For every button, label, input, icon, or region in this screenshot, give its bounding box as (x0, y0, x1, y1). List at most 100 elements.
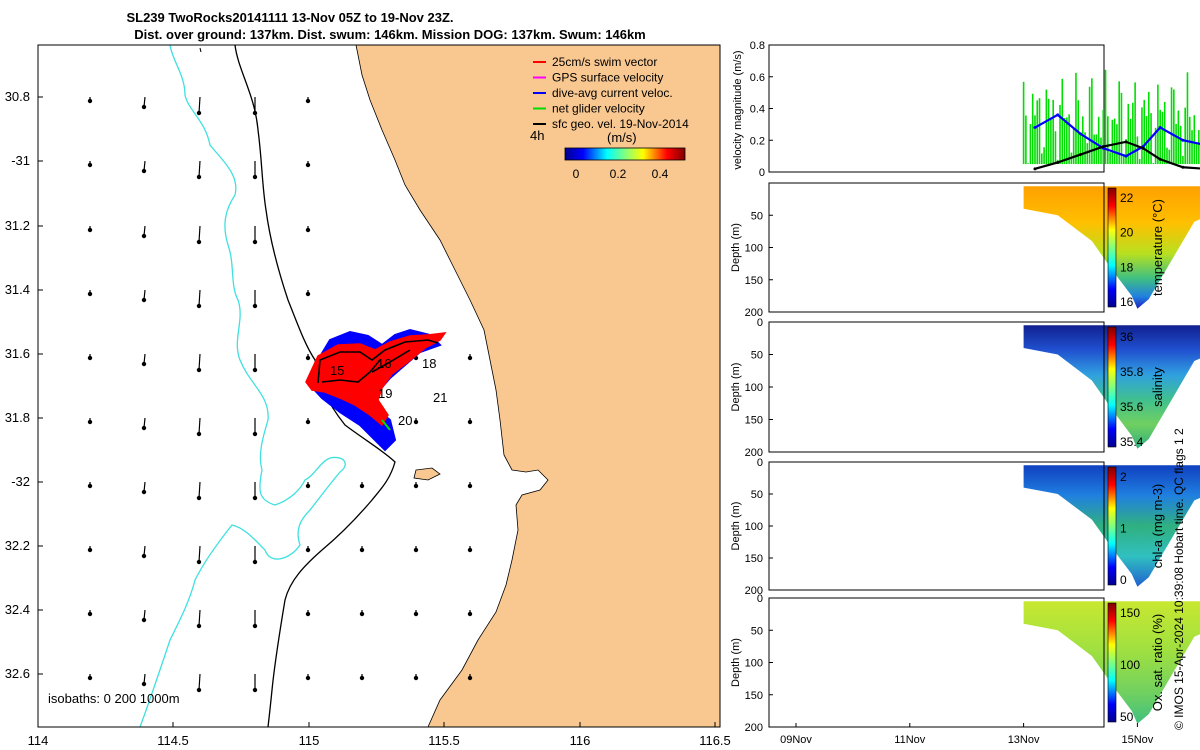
velocity-series-line (1034, 140, 1200, 170)
depth-tick-label: 200 (745, 585, 763, 597)
colorbar-tick-label: 2 (1120, 470, 1127, 484)
vector-arrowhead (467, 547, 473, 553)
credit-line: © IMOS 15-Apr-2024 10:39:08 Hobart time.… (1172, 428, 1186, 730)
velocity-panel: 0 0.2 0.4 0.6 0.8 velocity magnitude (m/s) (732, 40, 1200, 179)
vector-arrowhead (196, 110, 202, 116)
lon-tick-label: 114 (28, 733, 49, 748)
vector-arrowhead (87, 227, 93, 233)
vector-arrowhead (305, 419, 311, 425)
map-legend: 25cm/s swim vector GPS surface velocitydi… (533, 55, 689, 131)
map-y-axis: 30.8 -31 31.2 31.4 31.6 31.8 -32 32.2 32.4 32.6 (5, 89, 43, 681)
vector-arrowhead (305, 98, 311, 104)
section-panel: 0 50 100 150 200 Depth (m) 35.4 35.6 35.8 36 salin… (730, 317, 1200, 459)
section-colorbar (1107, 466, 1117, 586)
vector-arrowhead (467, 611, 473, 617)
colorbar-tick-label: 20 (1120, 226, 1134, 240)
velocity-y-tick-label: 0 (759, 167, 765, 179)
vector-arrowhead (252, 495, 258, 501)
vector-arrowhead (305, 227, 311, 233)
colorbar-tick-label: 0 (1120, 573, 1127, 587)
lat-tick-label: 32.2 (5, 538, 30, 553)
velocity-y-tick-label: 0.8 (750, 40, 765, 52)
vector-arrowhead (252, 303, 258, 309)
velocity-point (1079, 153, 1082, 157)
vector-arrowhead (305, 355, 311, 361)
velocity-y-tick-label: 0.4 (750, 104, 765, 116)
vector-arrowhead (252, 687, 258, 693)
legend-label: sfc geo. vel. 19-Nov-2014 (552, 117, 689, 131)
vector-arrowhead (196, 495, 202, 501)
time-tick-label: 15Nov (1122, 734, 1154, 746)
depth-tick-label: 100 (745, 658, 763, 670)
velocity-point (1158, 126, 1162, 130)
vector-arrowhead (252, 559, 258, 565)
colorbar-tick-label: 22 (1120, 191, 1134, 205)
velocity-y-label: velocity magnitude (m/s) (732, 50, 744, 169)
vector-arrowhead (413, 483, 419, 489)
lat-tick-label: 32.4 (5, 602, 30, 617)
vector-arrowhead (467, 355, 473, 361)
legend-label: 25cm/s swim vector (552, 55, 657, 69)
lon-tick-label: 116 (570, 733, 591, 748)
colorbar-tick-label: 100 (1120, 658, 1140, 672)
day-label: 15 (330, 363, 344, 378)
vector-arrowhead (87, 611, 93, 617)
depth-tick-label: 100 (745, 243, 763, 255)
section-panel: 0 50 100 150 200 Depth (m) 0 1 2 chl-a (mg m-3) (730, 457, 1200, 597)
day-label: 16 (377, 356, 391, 371)
depth-axis-label: Depth (m) (730, 502, 742, 551)
vector-arrowhead (305, 611, 311, 617)
vector-arrowhead (467, 419, 473, 425)
time-tick-label: 11Nov (894, 734, 925, 746)
isobath-200m (234, 44, 396, 728)
lat-tick-label: 31.6 (5, 346, 30, 361)
vector-arrow (198, 481, 201, 499)
vector-arrowhead (87, 162, 93, 168)
vector-arrowhead (87, 483, 93, 489)
vector-arrowhead (141, 553, 147, 559)
velocity-series (1033, 113, 1200, 171)
isobath-1000m (139, 44, 346, 728)
vector-arrowhead (196, 431, 202, 437)
colorbar-label: salinity (1150, 367, 1165, 407)
velocity-point (1141, 146, 1145, 150)
depth-tick-label: 150 (745, 275, 763, 287)
section-colorbar (1107, 326, 1117, 448)
vector-arrowhead (141, 489, 147, 495)
vector-arrowhead (141, 681, 147, 687)
vector-arrowhead (141, 425, 147, 431)
track-day-labels: 15 16 18 19 21 20 (330, 356, 447, 428)
depth-axis-label: Depth (m) (730, 638, 742, 687)
colorbar-tick-label: 50 (1120, 710, 1134, 724)
velocity-point (1181, 138, 1185, 142)
velocity-point (1158, 157, 1162, 161)
vector-arrowhead (87, 547, 93, 553)
vector-arrowhead (359, 483, 365, 489)
day-label: 21 (433, 390, 447, 405)
section-panel: 0 50 100 150 200 Depth (m) 50 100 150 Ox. sat. ra… (730, 593, 1200, 734)
day-label: 19 (378, 386, 392, 401)
vector-arrowhead (252, 110, 258, 116)
chart-title-line1: SL239 TwoRocks20141111 13-Nov 05Z to 19-… (126, 10, 454, 25)
vector-arrowhead (359, 547, 365, 553)
vector-arrowhead (305, 483, 311, 489)
land-mass (355, 44, 721, 728)
depth-axis-label: Depth (m) (730, 223, 742, 272)
vector-arrowhead (252, 367, 258, 373)
depth-tick-label: 50 (751, 350, 763, 362)
vector-arrow (198, 545, 201, 563)
vector-arrowhead (305, 291, 311, 297)
legend-label: dive-avg current veloc. (552, 86, 673, 100)
depth-tick-label: 150 (745, 690, 763, 702)
vector-arrowhead (413, 547, 419, 553)
vector-arrow (198, 417, 201, 435)
depth-tick-label: 150 (745, 553, 763, 565)
velocity-point (1033, 126, 1037, 130)
vector-arrowhead (413, 611, 419, 617)
vector-arrowhead (87, 675, 93, 681)
chart-title-line2: Dist. over ground: 137km. Dist. swum: 14… (134, 27, 646, 42)
vector-arrowhead (252, 431, 258, 437)
colorbar-label: chl-a (mg m-3) (1150, 484, 1165, 569)
colorbar-tick-label: 35.4 (1120, 435, 1144, 449)
